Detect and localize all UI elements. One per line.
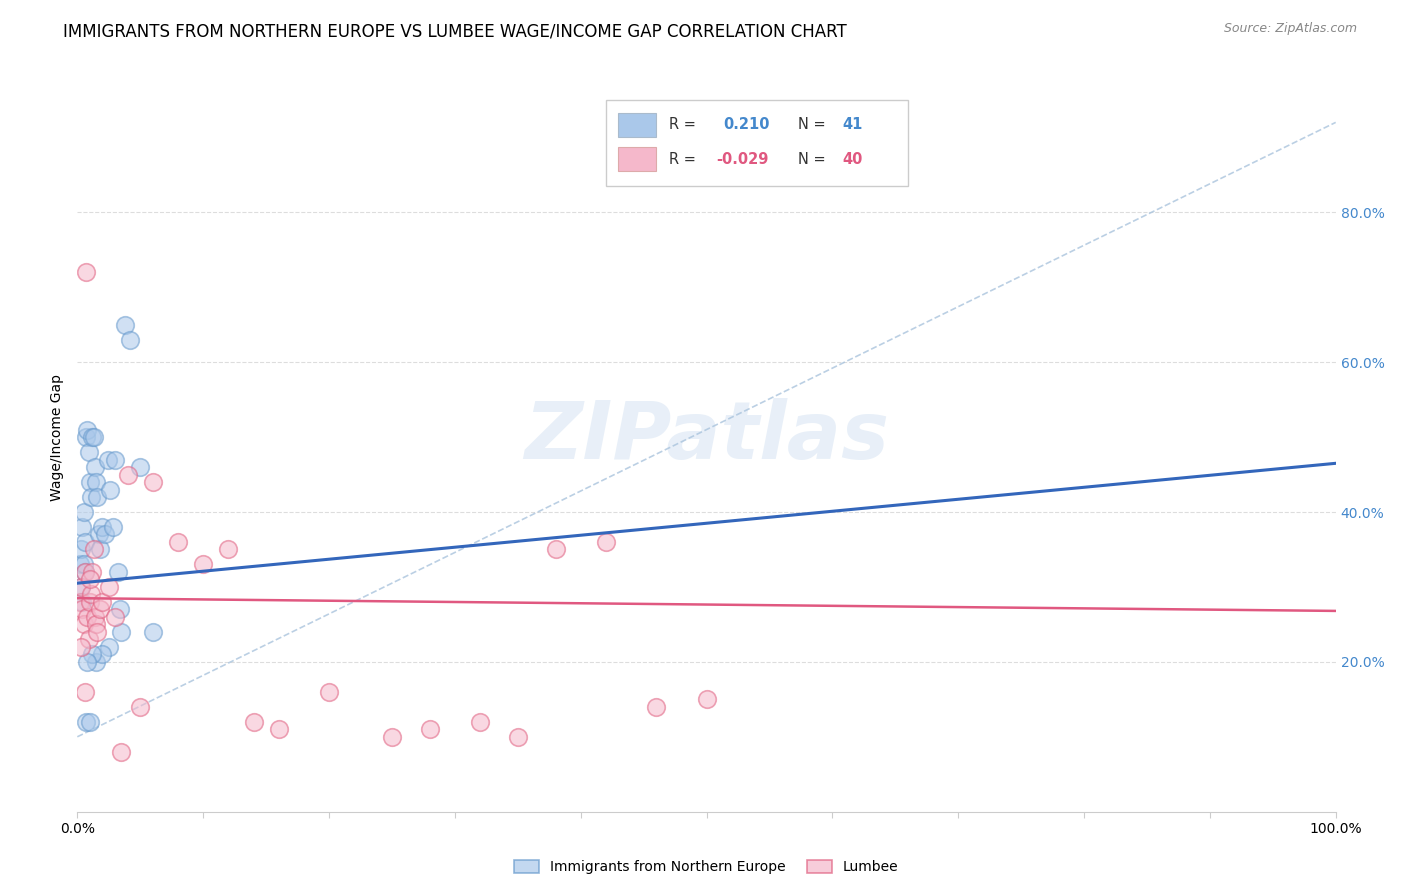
Point — [91, 520, 114, 534]
Point — [79, 595, 101, 609]
Point — [77, 632, 100, 647]
Point — [101, 520, 124, 534]
Point — [107, 565, 129, 579]
Point — [468, 714, 491, 729]
Point — [117, 467, 139, 482]
Point — [167, 535, 190, 549]
Point — [91, 648, 114, 662]
Point — [72, 505, 94, 519]
Point — [70, 580, 93, 594]
Point — [129, 460, 152, 475]
Point — [76, 655, 98, 669]
Point — [83, 542, 105, 557]
Point — [89, 542, 111, 557]
Point — [73, 565, 96, 579]
Point — [79, 475, 101, 489]
Point — [267, 723, 290, 737]
Point — [86, 624, 108, 639]
Point — [419, 723, 441, 737]
Text: -0.029: -0.029 — [717, 152, 769, 167]
Point — [96, 452, 118, 467]
Point — [70, 580, 93, 594]
Point — [129, 699, 152, 714]
Text: Source: ZipAtlas.com: Source: ZipAtlas.com — [1223, 22, 1357, 36]
Point — [544, 542, 567, 557]
Point — [80, 587, 103, 601]
Point — [82, 565, 104, 579]
Point — [75, 430, 97, 444]
Point — [72, 595, 94, 609]
Legend: Immigrants from Northern Europe, Lumbee: Immigrants from Northern Europe, Lumbee — [509, 855, 904, 880]
Point — [79, 573, 101, 587]
Point — [110, 745, 132, 759]
Point — [79, 714, 101, 729]
Text: IMMIGRANTS FROM NORTHERN EUROPE VS LUMBEE WAGE/INCOME GAP CORRELATION CHART: IMMIGRANTS FROM NORTHERN EUROPE VS LUMBE… — [63, 22, 846, 40]
Point — [73, 565, 96, 579]
Point — [72, 602, 94, 616]
Point — [87, 527, 110, 541]
FancyBboxPatch shape — [619, 112, 657, 136]
Point — [86, 490, 108, 504]
Y-axis label: Wage/Income Gap: Wage/Income Gap — [51, 374, 65, 500]
Point — [318, 685, 340, 699]
Point — [191, 558, 215, 572]
Point — [91, 595, 114, 609]
Point — [72, 617, 94, 632]
Text: 0.210: 0.210 — [723, 117, 769, 132]
Point — [94, 527, 117, 541]
Point — [84, 610, 107, 624]
Point — [84, 655, 107, 669]
Point — [645, 699, 668, 714]
Point — [110, 624, 132, 639]
FancyBboxPatch shape — [619, 147, 657, 171]
Point — [242, 714, 264, 729]
Point — [142, 475, 165, 489]
Point — [73, 535, 96, 549]
Point — [120, 333, 142, 347]
Point — [696, 692, 718, 706]
Text: ZIPatlas: ZIPatlas — [524, 398, 889, 476]
Point — [217, 542, 239, 557]
Point — [72, 520, 94, 534]
Text: N =: N = — [799, 117, 825, 132]
Point — [80, 490, 103, 504]
Point — [104, 610, 127, 624]
Point — [69, 558, 91, 572]
Point — [75, 714, 97, 729]
Point — [69, 595, 91, 609]
Point — [76, 423, 98, 437]
Point — [97, 640, 120, 654]
FancyBboxPatch shape — [606, 100, 908, 186]
Point — [114, 318, 136, 332]
Point — [82, 648, 104, 662]
Point — [381, 730, 404, 744]
Text: R =: R = — [669, 152, 696, 167]
Point — [84, 460, 107, 475]
Point — [77, 445, 100, 459]
Point — [73, 685, 96, 699]
Point — [108, 602, 131, 616]
Point — [82, 430, 104, 444]
Text: R =: R = — [669, 117, 696, 132]
Text: 41: 41 — [842, 117, 863, 132]
Point — [142, 624, 165, 639]
Point — [70, 640, 93, 654]
Point — [97, 580, 120, 594]
Point — [83, 430, 105, 444]
Point — [70, 542, 93, 557]
Point — [84, 475, 107, 489]
Point — [506, 730, 529, 744]
Text: N =: N = — [799, 152, 825, 167]
Point — [72, 558, 94, 572]
Point — [84, 617, 107, 632]
Point — [98, 483, 121, 497]
Point — [595, 535, 617, 549]
Point — [75, 265, 97, 279]
Point — [76, 610, 98, 624]
Point — [104, 452, 127, 467]
Point — [89, 602, 111, 616]
Text: 40: 40 — [842, 152, 863, 167]
